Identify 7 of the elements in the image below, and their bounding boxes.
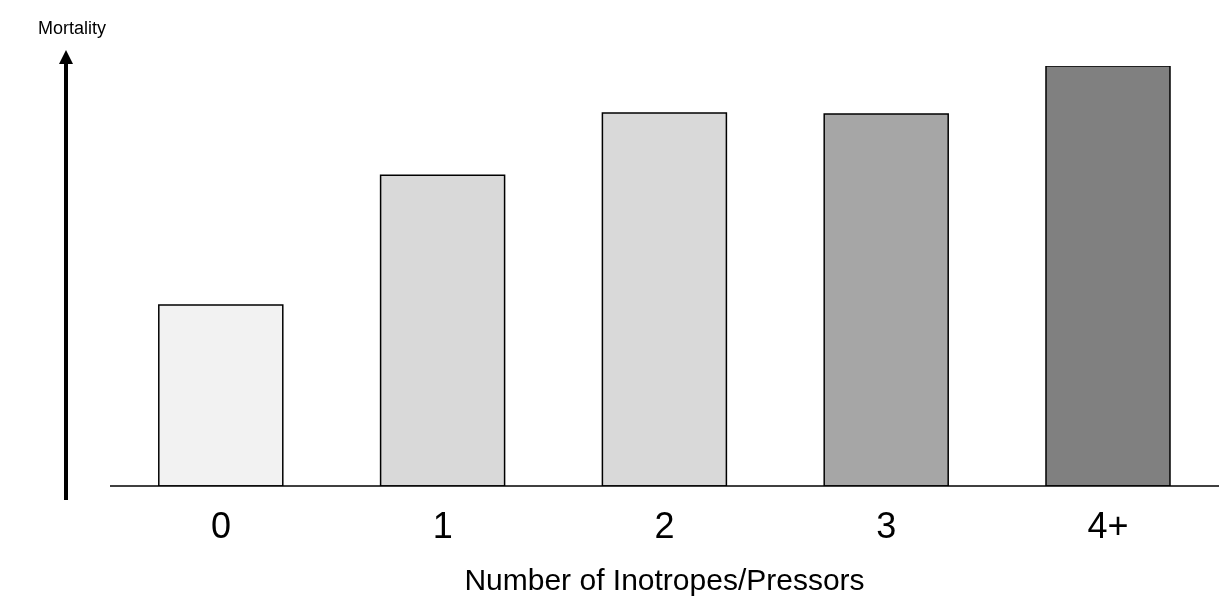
x-tick-label: 2 bbox=[654, 504, 675, 546]
x-tick-label: 4+ bbox=[1087, 504, 1129, 546]
x-tick-label: 1 bbox=[432, 504, 453, 546]
y-axis-title: Mortality bbox=[38, 18, 107, 39]
x-tick-label: 0 bbox=[210, 504, 231, 546]
x-axis-title: Number of Inotropes/Pressors bbox=[464, 563, 865, 596]
x-tick-label: 3 bbox=[876, 504, 897, 546]
